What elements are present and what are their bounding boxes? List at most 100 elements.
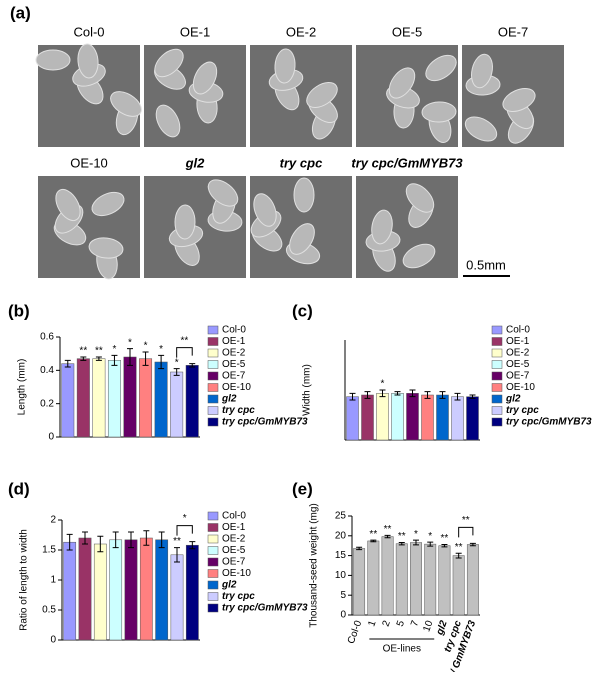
seed <box>425 54 457 82</box>
legend-label: try cpc <box>506 405 539 416</box>
seed <box>274 48 296 84</box>
bar <box>466 396 479 441</box>
seed <box>421 101 457 123</box>
seed <box>293 177 315 213</box>
legend-swatch <box>207 534 219 544</box>
bar <box>424 543 437 616</box>
legend-label: OE-7 <box>222 371 246 382</box>
legend-label: OE-10 <box>222 382 251 393</box>
legend-swatch <box>491 325 503 335</box>
bracket-label: ** <box>462 515 470 526</box>
y-tick-label: 2 <box>50 515 56 526</box>
y-tick-label: 0 <box>340 610 346 621</box>
seed-image <box>38 176 140 278</box>
bar <box>466 544 479 616</box>
image-label: gl2 <box>185 155 206 170</box>
seed <box>110 91 142 117</box>
error-bar <box>384 534 391 539</box>
bar <box>381 536 394 616</box>
error-bar <box>112 531 119 549</box>
error-bar <box>82 531 88 545</box>
significance: * <box>144 341 148 352</box>
significance: * <box>175 357 179 368</box>
significance: ** <box>79 346 87 357</box>
legend-label: OE-1 <box>506 336 530 347</box>
bar <box>76 358 90 438</box>
seed <box>405 183 435 213</box>
legend-swatch <box>207 546 219 555</box>
error-bar <box>127 348 133 366</box>
seed <box>55 188 81 222</box>
x-tick-label: 1 <box>366 619 378 628</box>
legend-swatch <box>207 557 219 567</box>
y-tick-label: 0.6 <box>40 332 54 343</box>
bar <box>391 393 404 441</box>
legend-label: try cpc <box>222 405 255 416</box>
error-bar <box>64 359 71 368</box>
bar <box>123 356 137 438</box>
error-bar <box>439 391 446 399</box>
image-label: OE-5 <box>392 24 422 39</box>
panel-label: (a) <box>10 3 31 22</box>
error-bar <box>111 354 118 366</box>
bracket <box>176 347 193 358</box>
bar <box>451 396 464 441</box>
legend-label: OE-7 <box>222 557 246 568</box>
bar <box>438 545 451 616</box>
bracket-label: * <box>183 513 187 524</box>
scale-bar-label: 0.5mm <box>466 257 506 272</box>
significance: * <box>159 344 163 355</box>
seed-image <box>250 45 352 147</box>
y-tick-label: 20 <box>335 530 347 541</box>
error-bar <box>158 531 165 549</box>
error-bar <box>413 539 419 546</box>
legend-swatch <box>207 603 219 613</box>
seed <box>253 193 277 227</box>
error-bar <box>189 363 196 368</box>
legend-label: OE-10 <box>222 568 251 579</box>
legend-label: OE-5 <box>222 545 246 556</box>
significance: * <box>428 531 432 542</box>
x-tick-label: 7 <box>409 619 421 628</box>
bar <box>170 371 184 438</box>
y-tick-label: 0.5 <box>42 605 56 616</box>
x-tick-label: gl2 <box>434 619 450 638</box>
error-bar <box>174 547 180 563</box>
error-bar <box>128 531 134 549</box>
y-tick-label: 1.5 <box>42 545 56 556</box>
legend-swatch <box>491 348 503 358</box>
seed <box>154 48 184 78</box>
y-axis-title: Length (mm) <box>17 359 28 416</box>
bar <box>154 361 168 438</box>
seed <box>502 88 536 112</box>
significance: ** <box>441 533 449 544</box>
bar <box>93 543 107 641</box>
y-tick-label: 15 <box>335 550 347 561</box>
bracket <box>176 525 193 536</box>
error-bar <box>455 552 462 559</box>
x-tick-label: Col-0 <box>346 619 365 646</box>
group-label: OE-lines <box>383 644 421 655</box>
image-label: try cpc/GmMYB73 <box>351 155 463 170</box>
bar <box>452 555 465 616</box>
legend-label: OE-5 <box>222 359 246 370</box>
bar <box>421 394 434 441</box>
legend-swatch <box>207 371 219 381</box>
bar <box>346 396 359 441</box>
y-tick-label: 25 <box>335 511 347 522</box>
panel-label: (c) <box>292 301 313 320</box>
error-bar <box>424 391 431 399</box>
image-label: OE-2 <box>286 24 316 39</box>
bar <box>367 540 380 616</box>
x-tick-label: 5 <box>395 619 407 628</box>
legend-label: gl2 <box>221 580 237 591</box>
significance: * <box>128 337 132 348</box>
y-tick-label: 10 <box>335 570 347 581</box>
legend-label: try cpc/GmMYB73 <box>506 417 592 428</box>
bar <box>406 393 419 441</box>
x-tick-label: 10 <box>421 619 435 634</box>
error-bar <box>454 392 461 401</box>
significance: * <box>381 379 385 390</box>
y-tick-label: 0 <box>48 432 54 443</box>
bar <box>124 539 138 641</box>
